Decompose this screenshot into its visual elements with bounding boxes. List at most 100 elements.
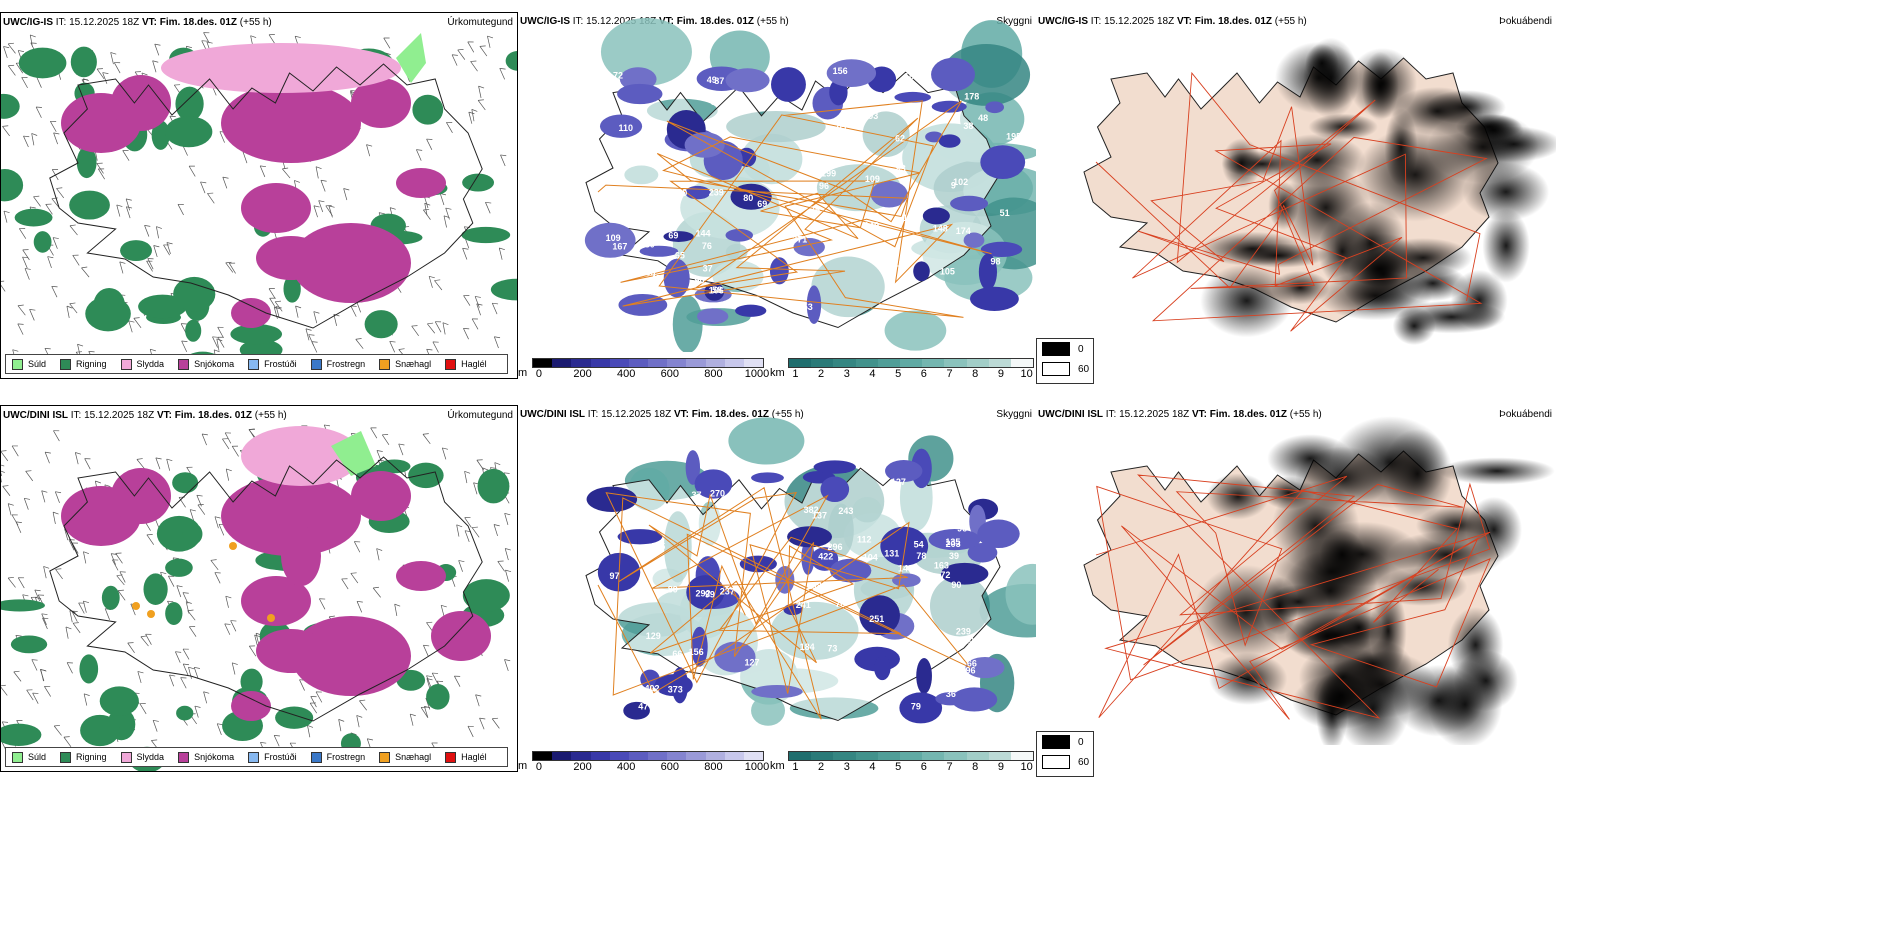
wind-barb xyxy=(423,644,430,657)
wind-barb xyxy=(471,109,478,122)
rain-area xyxy=(33,231,52,253)
wind-barb xyxy=(463,327,470,340)
visibility-color-step xyxy=(922,752,945,760)
wind-barb xyxy=(177,203,184,216)
rain-area xyxy=(275,706,314,729)
elevation-tick: 1000 xyxy=(744,761,770,773)
wind-barb xyxy=(353,541,361,553)
wind-barb xyxy=(231,662,238,675)
wind-barb xyxy=(137,671,144,684)
visibility-value-label: 84 xyxy=(837,120,847,130)
elevation-color-step xyxy=(705,359,725,367)
wind-barb xyxy=(96,162,104,174)
wind-barb xyxy=(225,595,232,608)
visibility-value-label: 91 xyxy=(908,649,918,659)
wind-barb xyxy=(2,485,11,496)
snow-area xyxy=(291,223,411,303)
wind-barb xyxy=(216,338,223,351)
wind-barb xyxy=(464,470,471,484)
legend-item: Rigning xyxy=(60,751,107,763)
low-visibility-area xyxy=(884,310,947,351)
visibility-value-label: 178 xyxy=(964,92,979,102)
it-value: 15.12.2025 18Z xyxy=(586,16,657,27)
visibility-map-canvas: 195 144 76 178 104 371 174 90 58 167 37 102 156 9 50 10… xyxy=(584,17,1036,352)
rain-area xyxy=(10,635,48,654)
rain-area xyxy=(101,585,120,610)
elevation-area xyxy=(725,68,770,93)
wind-barb xyxy=(500,154,507,167)
visibility-value-label: 51 xyxy=(1000,208,1010,218)
legend-swatch xyxy=(248,358,260,370)
snow-area xyxy=(111,468,171,524)
legend-label: Haglél xyxy=(461,752,487,762)
wind-barb xyxy=(140,635,149,647)
model-name: UWC/IG-IS xyxy=(3,17,53,28)
elevation-color-step xyxy=(686,359,706,367)
sleet-area xyxy=(161,43,401,93)
legend-label: Súld xyxy=(28,359,47,369)
wind-barb xyxy=(1,280,6,292)
wind-barb xyxy=(376,548,383,561)
legend-item: Frostregn xyxy=(310,751,365,763)
elevation-tick: 800 xyxy=(704,761,723,773)
wind-barb xyxy=(17,323,24,335)
wind-barb xyxy=(305,328,312,341)
wind-barb xyxy=(31,133,38,146)
elevation-area xyxy=(928,529,981,551)
wind-barb xyxy=(504,659,511,671)
wind-barb xyxy=(491,302,499,315)
visibility-value-label: 101 xyxy=(903,213,918,223)
visibility-value-label: 69 xyxy=(668,231,678,241)
wind-barb xyxy=(51,197,60,209)
visibility-value-label: 96 xyxy=(819,181,829,191)
snow-area xyxy=(241,183,311,233)
visibility-value-label: 422 xyxy=(818,552,833,562)
legend-swatch xyxy=(60,358,72,370)
wind-barb xyxy=(485,201,492,214)
wind-barb xyxy=(8,64,16,76)
wind-barb xyxy=(311,341,318,353)
wind-barb xyxy=(98,168,105,180)
legend-swatch xyxy=(310,751,322,763)
rain-area xyxy=(426,683,450,710)
visibility-value-label: 99 xyxy=(705,589,715,599)
wind-barb xyxy=(1,684,8,696)
fog-legend-swatch xyxy=(1042,342,1070,356)
elevation-area xyxy=(735,304,767,317)
wind-barb xyxy=(476,303,483,316)
legend-swatch xyxy=(120,751,132,763)
wind-barb xyxy=(152,719,159,732)
elevation-tick: 600 xyxy=(660,368,679,380)
legend-label: Slydda xyxy=(136,752,165,762)
wind-barb xyxy=(15,521,22,534)
wind-barb xyxy=(176,585,183,598)
visibility-colorbar: km 1 2 3 4 5 6 7 8 9 10 xyxy=(770,358,1034,380)
wind-barb xyxy=(426,675,433,688)
visibility-value-label: 72 xyxy=(940,570,950,580)
lead-time: (+55 h) xyxy=(1289,409,1322,420)
it-value: 15.12.2025 18Z xyxy=(1104,16,1175,27)
wind-barb xyxy=(315,166,322,179)
it-label: IT: xyxy=(1105,409,1117,420)
visibility-value-label: 127 xyxy=(744,657,759,667)
low-visibility-area xyxy=(600,17,692,86)
visibility-color-step xyxy=(966,359,989,367)
wind-barb xyxy=(188,666,195,679)
legend-swatch xyxy=(178,358,190,370)
vt-label: VT: xyxy=(141,17,157,28)
wind-barb xyxy=(3,46,10,58)
visibility-unit: km xyxy=(770,367,785,379)
wind-barb xyxy=(217,326,224,338)
visibility-value-label: 93 xyxy=(896,164,906,174)
elevation-area xyxy=(826,59,877,88)
wind-barb xyxy=(136,458,145,469)
snow-area xyxy=(291,616,411,696)
rain-area xyxy=(14,208,53,227)
low-visibility-area xyxy=(728,417,805,465)
wind-barb xyxy=(82,600,90,613)
elevation-color-step xyxy=(552,752,572,760)
wind-barb xyxy=(19,228,27,239)
wind-barb xyxy=(313,205,320,218)
wind-barb xyxy=(313,311,320,324)
elevation-color-step xyxy=(571,359,591,367)
